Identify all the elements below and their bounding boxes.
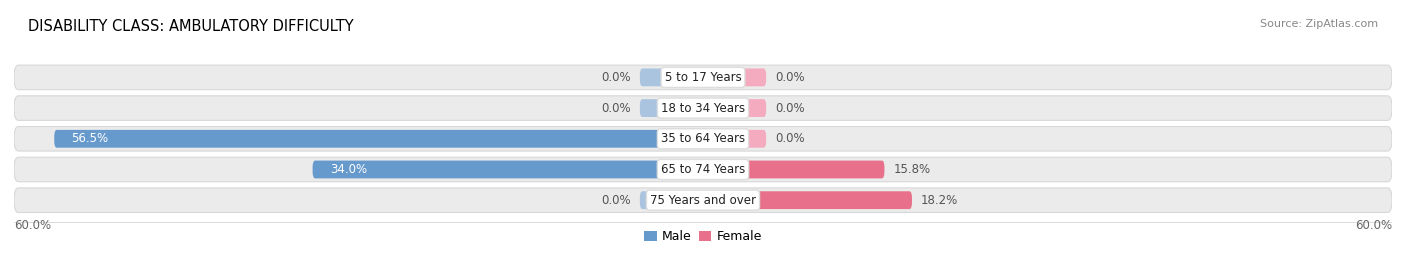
Text: 65 to 74 Years: 65 to 74 Years xyxy=(661,163,745,176)
Text: 60.0%: 60.0% xyxy=(1355,219,1392,232)
Text: Source: ZipAtlas.com: Source: ZipAtlas.com xyxy=(1260,19,1378,29)
FancyBboxPatch shape xyxy=(703,69,766,86)
Text: 0.0%: 0.0% xyxy=(775,102,806,115)
FancyBboxPatch shape xyxy=(312,161,703,178)
FancyBboxPatch shape xyxy=(14,157,1392,182)
FancyBboxPatch shape xyxy=(55,130,703,148)
Text: 56.5%: 56.5% xyxy=(72,132,108,145)
FancyBboxPatch shape xyxy=(14,188,1392,213)
Text: 18.2%: 18.2% xyxy=(921,194,959,207)
FancyBboxPatch shape xyxy=(14,96,1392,120)
Text: 0.0%: 0.0% xyxy=(600,102,631,115)
FancyBboxPatch shape xyxy=(14,126,1392,151)
Text: 15.8%: 15.8% xyxy=(894,163,931,176)
Text: 0.0%: 0.0% xyxy=(775,132,806,145)
FancyBboxPatch shape xyxy=(703,130,766,148)
Text: 5 to 17 Years: 5 to 17 Years xyxy=(665,71,741,84)
FancyBboxPatch shape xyxy=(703,191,912,209)
Text: 35 to 64 Years: 35 to 64 Years xyxy=(661,132,745,145)
Text: 0.0%: 0.0% xyxy=(600,194,631,207)
Text: DISABILITY CLASS: AMBULATORY DIFFICULTY: DISABILITY CLASS: AMBULATORY DIFFICULTY xyxy=(28,19,354,34)
Text: 18 to 34 Years: 18 to 34 Years xyxy=(661,102,745,115)
Legend: Male, Female: Male, Female xyxy=(640,225,766,248)
FancyBboxPatch shape xyxy=(703,161,884,178)
Text: 60.0%: 60.0% xyxy=(14,219,51,232)
FancyBboxPatch shape xyxy=(14,65,1392,90)
Text: 34.0%: 34.0% xyxy=(330,163,367,176)
Text: 0.0%: 0.0% xyxy=(775,71,806,84)
FancyBboxPatch shape xyxy=(640,99,703,117)
Text: 0.0%: 0.0% xyxy=(600,71,631,84)
FancyBboxPatch shape xyxy=(703,99,766,117)
FancyBboxPatch shape xyxy=(640,191,703,209)
Text: 75 Years and over: 75 Years and over xyxy=(650,194,756,207)
FancyBboxPatch shape xyxy=(640,69,703,86)
